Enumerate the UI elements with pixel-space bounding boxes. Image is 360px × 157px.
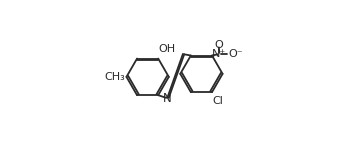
- Text: N⁺: N⁺: [212, 49, 226, 59]
- Text: OH: OH: [159, 44, 176, 54]
- Text: O: O: [215, 40, 223, 50]
- Text: Cl: Cl: [213, 96, 224, 106]
- Text: CH₃: CH₃: [104, 72, 125, 82]
- Text: N: N: [163, 92, 172, 105]
- Text: O⁻: O⁻: [228, 49, 243, 59]
